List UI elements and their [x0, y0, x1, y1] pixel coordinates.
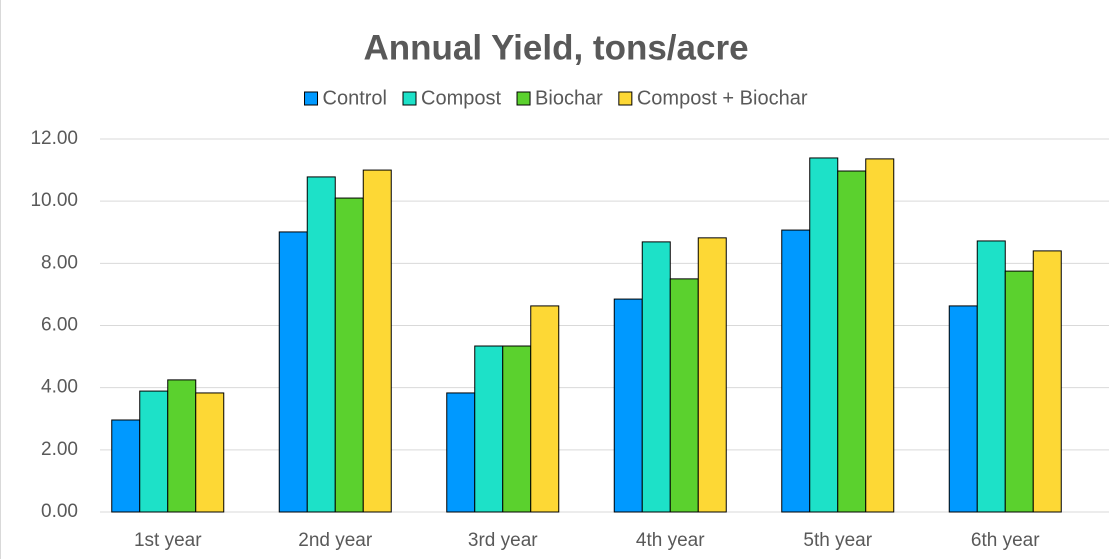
bar — [474, 345, 504, 513]
legend-label: Biochar — [535, 87, 603, 109]
bar — [613, 298, 643, 513]
x-tick-label: 3rd year — [468, 530, 538, 551]
bar — [669, 278, 699, 513]
legend-label: Control — [323, 87, 387, 109]
x-tick-label: 5th year — [803, 530, 872, 551]
chart-title: Annual Yield, tons/acre — [363, 28, 748, 67]
bar — [502, 345, 532, 513]
bar — [781, 229, 811, 513]
y-tick-label: 0.00 — [41, 501, 78, 522]
y-tick-label: 8.00 — [41, 252, 78, 273]
legend-label: Compost + Biochar — [637, 87, 808, 109]
legend-swatch — [516, 91, 531, 106]
bar — [1032, 250, 1062, 513]
y-tick-label: 6.00 — [41, 315, 78, 336]
bar — [446, 392, 476, 513]
x-tick-label: 6th year — [971, 530, 1040, 551]
bar — [139, 390, 169, 513]
legend-swatch — [402, 91, 417, 106]
y-tick-label: 12.00 — [30, 128, 78, 149]
legend-swatch — [304, 91, 319, 106]
bar — [111, 419, 141, 513]
bar — [334, 197, 364, 513]
y-tick-label: 10.00 — [30, 190, 78, 211]
bar — [195, 392, 225, 513]
bar — [697, 237, 727, 513]
bar — [948, 305, 978, 513]
bar — [809, 157, 839, 513]
bar — [865, 158, 895, 513]
y-tick-label: 4.00 — [41, 377, 78, 398]
bar — [306, 176, 336, 513]
x-tick-label: 4th year — [636, 530, 705, 551]
bar — [837, 170, 867, 513]
x-tick-label: 1st year — [134, 530, 202, 551]
bar — [976, 240, 1006, 513]
bar — [641, 241, 671, 513]
bar — [167, 379, 197, 513]
bar — [530, 305, 560, 513]
bar — [1004, 270, 1034, 513]
x-tick-label: 2nd year — [298, 530, 373, 551]
bar — [278, 231, 308, 513]
legend-label: Compost — [421, 87, 501, 109]
bar — [362, 169, 392, 513]
y-tick-label: 2.00 — [41, 439, 78, 460]
legend-swatch — [618, 91, 633, 106]
